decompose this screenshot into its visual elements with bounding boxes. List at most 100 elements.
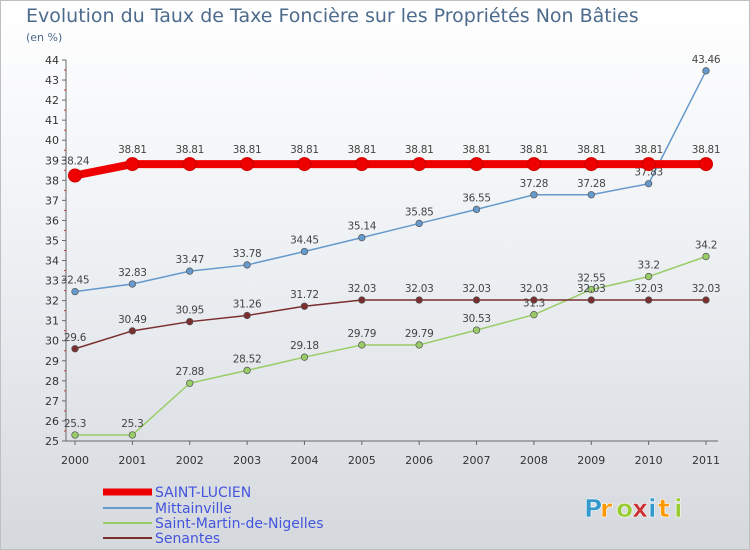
data-label: 32.03 xyxy=(520,283,549,295)
axes: 25 26 27 28 29 30 31 32 33 34 35 36 37 38 39 40 41 42 43 44… xyxy=(45,54,720,467)
data-point xyxy=(186,267,194,275)
data-label: 25.3 xyxy=(64,418,86,430)
x-tick-label: 2003 xyxy=(233,454,261,467)
data-point xyxy=(415,219,423,228)
data-label: 38.81 xyxy=(290,144,319,156)
data-label: 31.72 xyxy=(290,289,319,301)
data-label: 32.03 xyxy=(577,283,606,295)
data-label: 32.03 xyxy=(405,283,434,295)
y-tick-label: 30 xyxy=(45,335,59,348)
x-tick-label: 2008 xyxy=(520,454,548,467)
data-point xyxy=(415,296,423,304)
data-label: 37.83 xyxy=(634,167,663,179)
data-label: 38.81 xyxy=(175,144,204,156)
data-point xyxy=(702,296,710,304)
data-point xyxy=(358,341,366,349)
data-point xyxy=(358,234,366,242)
data-label: 37.28 xyxy=(520,178,549,190)
data-point xyxy=(587,285,595,294)
series-saint-lucien: 38.24 38.81 38.81 38.81 38.81 38.81 38.81 38.81… xyxy=(61,144,721,183)
data-point xyxy=(472,205,481,214)
data-point xyxy=(300,302,309,310)
data-point xyxy=(297,157,312,172)
x-tick-label: 2004 xyxy=(290,454,318,467)
data-point xyxy=(68,168,82,183)
data-label: 38.81 xyxy=(634,144,663,156)
data-point xyxy=(243,261,251,269)
watermark-letter: i xyxy=(648,494,657,523)
data-label: 32.03 xyxy=(634,283,663,295)
data-label: 32.45 xyxy=(61,275,90,287)
y-tick-label: 42 xyxy=(45,94,59,107)
data-label: 30.95 xyxy=(175,305,204,317)
watermark-letter: t xyxy=(658,494,670,523)
data-point xyxy=(415,341,423,349)
data-point xyxy=(243,366,251,375)
y-tick-label: 27 xyxy=(45,395,59,408)
data-point xyxy=(358,296,366,304)
data-point xyxy=(530,296,538,304)
data-label: 33.78 xyxy=(233,248,262,260)
proxiti-logo: Pr ox i t i xyxy=(584,494,683,524)
data-point xyxy=(702,252,710,261)
y-tick-label: 28 xyxy=(45,375,59,388)
y-tick-label: 35 xyxy=(45,234,59,247)
y-tick-label: 43 xyxy=(45,74,59,87)
data-point xyxy=(587,296,595,304)
data-label: 32.03 xyxy=(462,283,491,295)
x-tick-label: 2005 xyxy=(348,454,376,467)
legend-label: Mittainville xyxy=(155,501,232,517)
x-tick-label: 2000 xyxy=(61,454,89,467)
data-label: 29.6 xyxy=(64,332,87,344)
watermark-letter: P xyxy=(584,494,602,523)
y-tick-label: 33 xyxy=(45,275,59,288)
watermark-letter: r xyxy=(600,494,613,523)
x-tick-label: 2006 xyxy=(405,454,433,467)
watermark-letter: i xyxy=(674,494,683,523)
series-line xyxy=(74,299,707,350)
series-line xyxy=(71,160,710,180)
data-point xyxy=(584,157,599,172)
series-line xyxy=(74,70,707,293)
y-tick-label: 38 xyxy=(45,174,59,187)
data-point xyxy=(182,157,197,172)
series-layer: 32.45 32.83 33.47 33.78 34.45 35.14 35.85 36.55… xyxy=(61,54,721,439)
data-label: 25.3 xyxy=(121,418,143,430)
data-label: 32.03 xyxy=(692,283,721,295)
data-label: 43.46 xyxy=(692,54,721,66)
data-point xyxy=(125,157,140,172)
data-point xyxy=(644,272,653,281)
data-label: 34.2 xyxy=(695,240,717,252)
data-point xyxy=(472,296,481,304)
data-point xyxy=(71,431,79,439)
watermark-letter: o xyxy=(616,494,633,523)
data-label: 38.81 xyxy=(405,144,434,156)
y-tick-label: 41 xyxy=(45,114,59,127)
x-tick-label: 2009 xyxy=(577,454,605,467)
data-label: 32.55 xyxy=(577,273,606,285)
data-label: 27.88 xyxy=(175,366,204,378)
data-label: 37.28 xyxy=(577,178,606,190)
data-point xyxy=(702,67,710,75)
data-label: 38.24 xyxy=(61,156,90,168)
data-point xyxy=(243,311,251,320)
data-label: 30.53 xyxy=(462,313,491,325)
data-point xyxy=(128,280,137,288)
chart-subtitle: (en %) xyxy=(26,31,62,44)
watermark-letter: x xyxy=(632,494,648,523)
data-label: 38.81 xyxy=(462,144,491,156)
x-tick-label: 2011 xyxy=(692,454,720,467)
y-tick-label: 29 xyxy=(45,355,59,368)
data-label: 36.55 xyxy=(462,192,491,204)
data-point xyxy=(186,318,194,326)
data-label: 33.2 xyxy=(638,260,660,272)
y-tick-label: 26 xyxy=(45,415,59,428)
data-label: 34.45 xyxy=(290,235,319,247)
legend-label: Saint-Martin-de-Nigelles xyxy=(155,516,324,532)
y-tick-label: 32 xyxy=(45,295,59,308)
series-saint-martin-de-nigelles: 25.3 25.3 27.88 28.52 29.18 29.79 29.79 30.53 31… xyxy=(64,240,717,439)
data-label: 33.47 xyxy=(175,254,204,266)
data-point xyxy=(644,296,653,304)
data-label: 29.79 xyxy=(348,328,377,340)
